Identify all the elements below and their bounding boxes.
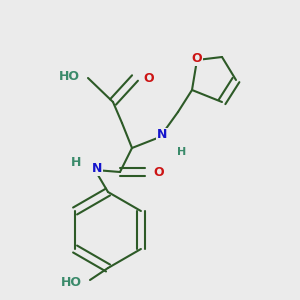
Text: O: O xyxy=(192,52,202,64)
Text: N: N xyxy=(157,128,167,142)
Text: HO: HO xyxy=(61,275,82,289)
Text: N: N xyxy=(92,161,102,175)
Text: O: O xyxy=(143,71,154,85)
Text: H: H xyxy=(177,147,187,157)
Text: O: O xyxy=(153,166,164,178)
Text: H: H xyxy=(71,155,81,169)
Text: HO: HO xyxy=(59,70,80,83)
